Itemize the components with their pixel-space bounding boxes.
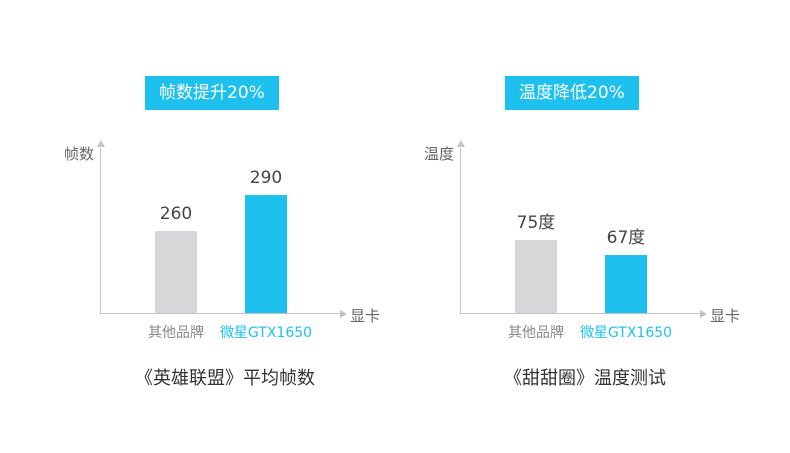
- chart-panel-temperature: 温度降低20% 温度 显卡 75度 67度 其他品牌 微星GTX1650 《甜甜…: [420, 60, 750, 430]
- y-axis-label: 温度: [423, 145, 454, 163]
- x-tick-msi-gtx1650: 微星GTX1650: [579, 325, 673, 341]
- bar-value-other-brand: 75度: [516, 213, 556, 233]
- bar-other-brand: [155, 231, 197, 313]
- y-axis-arrow-icon: [97, 140, 105, 147]
- bar-value-msi: 290: [249, 168, 283, 188]
- y-axis-arrow-icon: [457, 140, 465, 147]
- fps-improvement-badge: 帧数提升20%: [145, 76, 279, 110]
- x-tick-other-brand: 其他品牌: [148, 325, 204, 341]
- y-axis-line: [100, 148, 101, 314]
- x-axis-arrow-icon: [340, 310, 347, 318]
- x-axis-arrow-icon: [700, 310, 707, 318]
- chart-caption-temperature: 《甜甜圈》温度测试: [504, 368, 666, 389]
- x-axis-label: 显卡: [350, 307, 381, 325]
- bar-value-other-brand: 260: [159, 204, 193, 224]
- bar-msi-gtx1650: [245, 195, 287, 313]
- bar-msi-gtx1650: [605, 255, 647, 313]
- temperature-reduction-badge: 温度降低20%: [505, 76, 639, 110]
- y-axis-label: 帧数: [63, 145, 94, 163]
- x-axis-line: [100, 313, 340, 314]
- x-axis-line: [460, 313, 700, 314]
- bar-value-msi: 67度: [606, 228, 646, 248]
- chart-panel-fps: 帧数提升20% 帧数 显卡 260 290 其他品牌 微星GTX1650 《英雄…: [60, 60, 390, 430]
- x-axis-label: 显卡: [710, 307, 741, 325]
- bar-other-brand: [515, 240, 557, 313]
- chart-caption-fps: 《英雄联盟》平均帧数: [135, 368, 315, 389]
- x-tick-other-brand: 其他品牌: [508, 325, 564, 341]
- x-tick-msi-gtx1650: 微星GTX1650: [219, 325, 313, 341]
- y-axis-line: [460, 148, 461, 314]
